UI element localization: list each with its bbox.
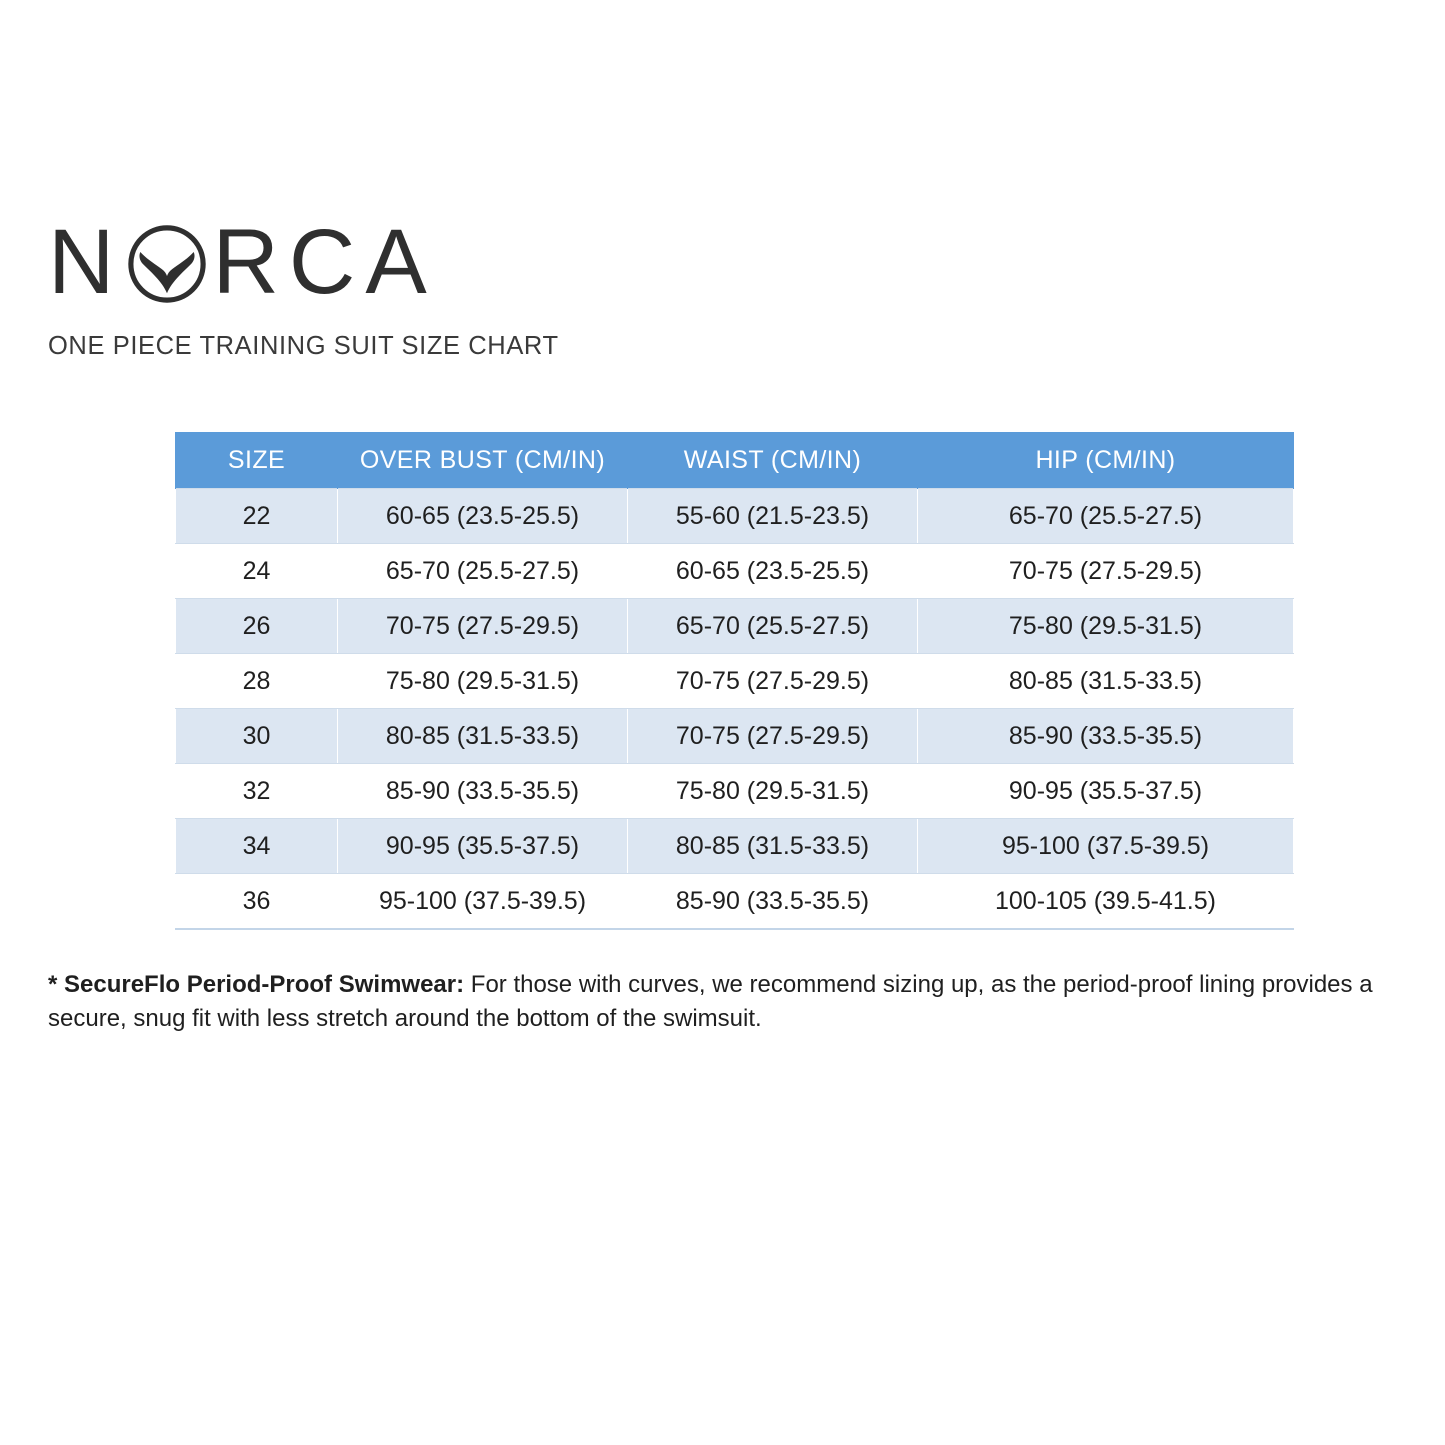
table-row: 34 90-95 (35.5-37.5) 80-85 (31.5-33.5) 9… [175, 818, 1294, 874]
cell-over-bust: 95-100 (37.5-39.5) [337, 873, 628, 930]
table-header: SIZE OVER BUST (CM/IN) WAIST (CM/IN) HIP… [175, 432, 1294, 489]
column-header-hip: HIP (CM/IN) [917, 432, 1294, 489]
cell-hip: 65-70 (25.5-27.5) [917, 488, 1294, 544]
cell-waist: 70-75 (27.5-29.5) [627, 653, 918, 709]
table-header-row: SIZE OVER BUST (CM/IN) WAIST (CM/IN) HIP… [175, 432, 1294, 489]
cell-waist: 70-75 (27.5-29.5) [627, 708, 918, 764]
table-body: 22 60-65 (23.5-25.5) 55-60 (21.5-23.5) 6… [175, 488, 1294, 930]
cell-waist: 60-65 (23.5-25.5) [627, 543, 918, 599]
footnote-body: For those with curves, we recommend sizi… [48, 971, 1373, 1033]
size-chart-table-container: SIZE OVER BUST (CM/IN) WAIST (CM/IN) HIP… [175, 432, 1294, 930]
cell-size: 36 [175, 873, 338, 930]
logo-letters-rca: RCA [212, 211, 437, 313]
table-row: 32 85-90 (33.5-35.5) 75-80 (29.5-31.5) 9… [175, 763, 1294, 819]
cell-size: 32 [175, 763, 338, 819]
cell-size: 30 [175, 708, 338, 764]
cell-waist: 55-60 (21.5-23.5) [627, 488, 918, 544]
logo: N RCA [48, 214, 668, 310]
table-row: 24 65-70 (25.5-27.5) 60-65 (23.5-25.5) 7… [175, 543, 1294, 599]
cell-hip: 100-105 (39.5-41.5) [917, 873, 1294, 930]
cell-hip: 75-80 (29.5-31.5) [917, 598, 1294, 654]
column-header-size: SIZE [175, 432, 338, 489]
logo-letter-n: N [48, 211, 125, 313]
cell-size: 26 [175, 598, 338, 654]
cell-over-bust: 75-80 (29.5-31.5) [337, 653, 628, 709]
cell-over-bust: 85-90 (33.5-35.5) [337, 763, 628, 819]
table-row: 30 80-85 (31.5-33.5) 70-75 (27.5-29.5) 8… [175, 708, 1294, 764]
brand-header: N RCA ONE PIECE TRAINING SUIT SIZE CHART [48, 214, 668, 361]
table-row: 26 70-75 (27.5-29.5) 65-70 (25.5-27.5) 7… [175, 598, 1294, 654]
cell-waist: 85-90 (33.5-35.5) [627, 873, 918, 930]
column-header-over-bust: OVER BUST (CM/IN) [337, 432, 628, 489]
cell-size: 28 [175, 653, 338, 709]
footnote-lead: * SecureFlo Period-Proof Swimwear: [48, 971, 465, 998]
cell-hip: 90-95 (35.5-37.5) [917, 763, 1294, 819]
table-row: 22 60-65 (23.5-25.5) 55-60 (21.5-23.5) 6… [175, 488, 1294, 544]
cell-hip: 70-75 (27.5-29.5) [917, 543, 1294, 599]
table-row: 36 95-100 (37.5-39.5) 85-90 (33.5-35.5) … [175, 873, 1294, 930]
cell-over-bust: 65-70 (25.5-27.5) [337, 543, 628, 599]
cell-hip: 85-90 (33.5-35.5) [917, 708, 1294, 764]
table-row: 28 75-80 (29.5-31.5) 70-75 (27.5-29.5) 8… [175, 653, 1294, 709]
footnote: * SecureFlo Period-Proof Swimwear: For t… [48, 968, 1388, 1036]
cell-over-bust: 60-65 (23.5-25.5) [337, 488, 628, 544]
column-header-waist: WAIST (CM/IN) [627, 432, 918, 489]
cell-waist: 75-80 (29.5-31.5) [627, 763, 918, 819]
cell-over-bust: 80-85 (31.5-33.5) [337, 708, 628, 764]
cell-size: 22 [175, 488, 338, 544]
cell-waist: 80-85 (31.5-33.5) [627, 818, 918, 874]
page-title: ONE PIECE TRAINING SUIT SIZE CHART [48, 332, 559, 360]
whale-tail-circle-icon [124, 221, 210, 307]
cell-over-bust: 90-95 (35.5-37.5) [337, 818, 628, 874]
cell-hip: 80-85 (31.5-33.5) [917, 653, 1294, 709]
cell-size: 34 [175, 818, 338, 874]
cell-waist: 65-70 (25.5-27.5) [627, 598, 918, 654]
cell-over-bust: 70-75 (27.5-29.5) [337, 598, 628, 654]
size-chart-table: SIZE OVER BUST (CM/IN) WAIST (CM/IN) HIP… [175, 432, 1294, 930]
cell-size: 24 [175, 543, 338, 599]
cell-hip: 95-100 (37.5-39.5) [917, 818, 1294, 874]
